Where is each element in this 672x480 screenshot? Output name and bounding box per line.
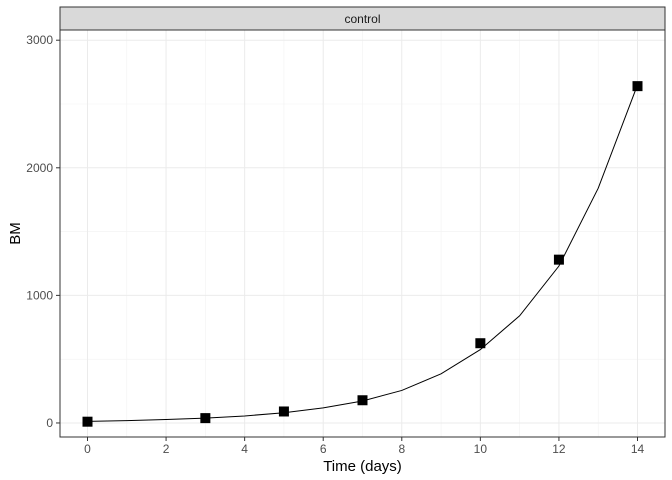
x-tick-label: 2 [163,442,170,456]
facet-label: control [344,12,380,26]
x-axis: 0 2 4 6 8 10 12 14 [84,437,644,456]
x-tick-label: 14 [631,442,645,456]
x-tick-label: 10 [474,442,488,456]
x-tick-label: 0 [84,442,91,456]
y-tick-label: 2000 [26,161,53,175]
data-point [357,395,368,406]
grid-lines [60,30,665,437]
x-tick-label: 4 [241,442,248,456]
data-point [632,81,643,92]
y-axis: 0 1000 2000 3000 [26,33,60,430]
data-point [82,416,93,427]
y-tick-label: 3000 [26,33,53,47]
data-point [553,254,564,265]
x-tick-label: 6 [320,442,327,456]
panel-border [59,29,666,438]
y-axis-title: BM [7,222,24,245]
data-point [200,413,211,424]
x-tick-label: 12 [552,442,566,456]
series-layer [82,81,643,427]
y-tick-label: 0 [46,416,53,430]
data-point [475,338,486,349]
x-axis-title: Time (days) [323,458,402,475]
x-tick-label: 8 [398,442,405,456]
y-tick-label: 1000 [26,288,53,302]
data-point [278,406,289,417]
